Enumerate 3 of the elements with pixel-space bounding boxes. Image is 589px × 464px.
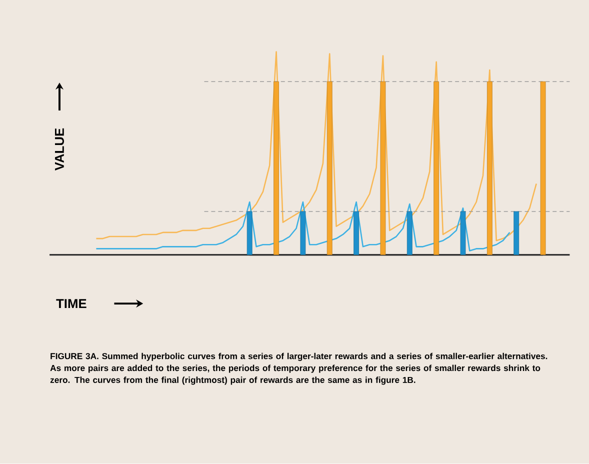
caption: FIGURE 3A. Summed hyperbolic curves from a series of larger-later rewards and a series of smaller-earlier alternatives. As more pairs are added to the series, the periods of temporary preference for the series of smaller rewards shrink to zero. The curves from the final (rightmost) pair of rewards are the same as in figure 1B. <box>50 352 548 385</box>
x-axis-title: TIME <box>56 299 86 308</box>
y-axis-title: VALUE <box>55 128 64 171</box>
